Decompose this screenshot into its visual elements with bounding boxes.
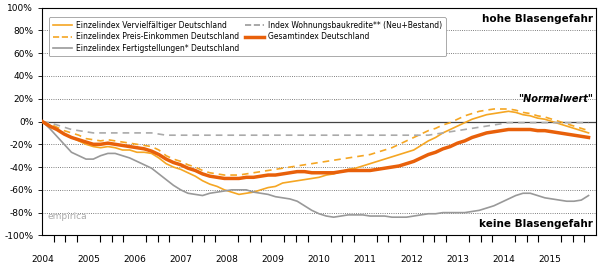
Text: "Normalwert": "Normalwert" — [518, 94, 593, 104]
Text: empirica: empirica — [48, 212, 88, 221]
Text: hohe Blasengefahr: hohe Blasengefahr — [482, 14, 593, 24]
Legend: Einzelindex Vervielfältiger Deutschland, Einzelindex Preis-Einkommen Deutschland: Einzelindex Vervielfältiger Deutschland,… — [49, 17, 446, 56]
Text: keine Blasengefahr: keine Blasengefahr — [479, 219, 593, 229]
